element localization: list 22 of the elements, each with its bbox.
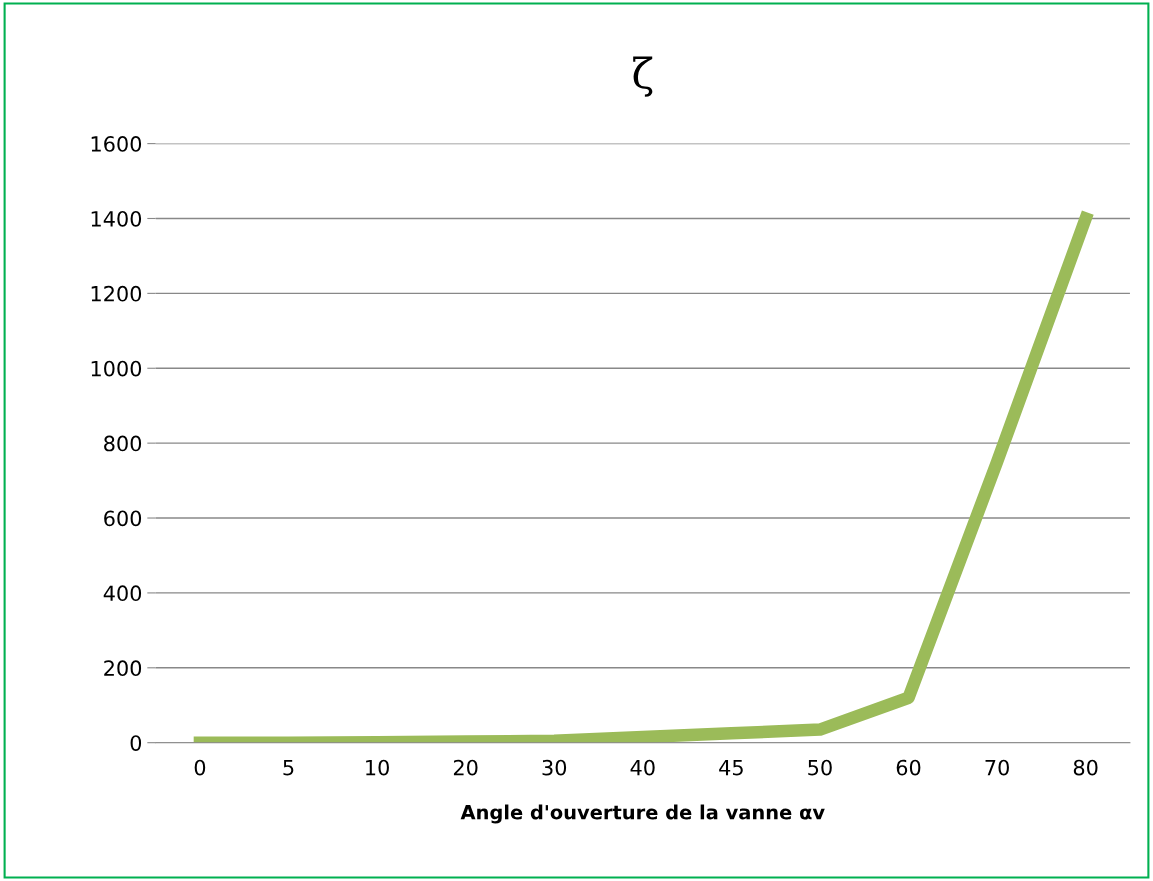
x-tick-label: 60 (896, 759, 921, 776)
y-tick-label: 800 (104, 435, 142, 452)
y-tick-label: 400 (103, 585, 142, 602)
y-tick-label: 0 (130, 735, 142, 751)
x-tick-label: 30 (542, 759, 567, 776)
x-tick-label: 20 (453, 759, 478, 776)
x-tick-label: 80 (1073, 759, 1098, 776)
x-tick-label: 0 (194, 759, 206, 776)
chart-title: ζ (633, 56, 653, 97)
y-tick-label: 200 (104, 660, 142, 677)
x-tick-label: 10 (366, 759, 389, 776)
x-tick-label: 5 (283, 759, 294, 776)
x-tick-label: 50 (808, 759, 832, 776)
y-tick-label: 1600 (91, 136, 142, 152)
x-tick-label: 40 (630, 759, 655, 776)
y-tick-label: 1400 (91, 210, 142, 227)
y-tick-label: 1200 (91, 285, 142, 302)
x-axis-title: Angle d'ouverture de la vanne αv (460, 804, 825, 824)
y-tick-label: 600 (104, 510, 142, 527)
y-tick-label: 1000 (91, 360, 142, 377)
x-tick-label: 70 (985, 759, 1009, 776)
x-tick-label: 45 (719, 759, 743, 776)
